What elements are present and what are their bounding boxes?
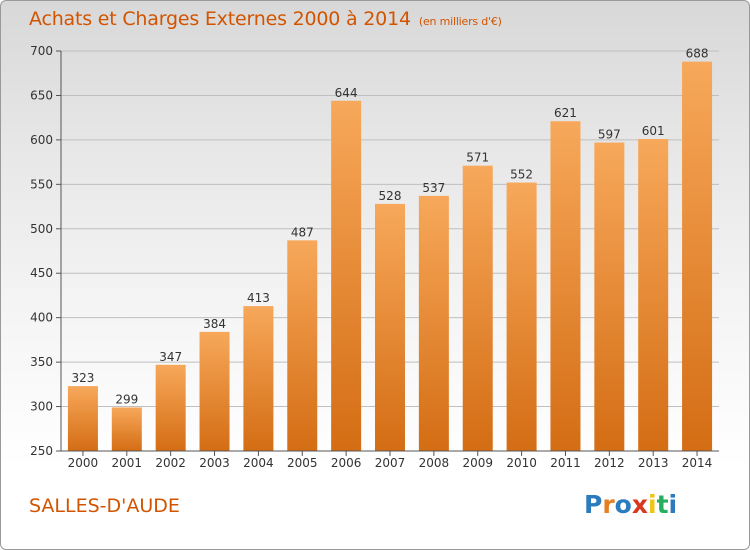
bar (287, 240, 318, 451)
bar (682, 61, 713, 452)
logo-letter: P (584, 490, 603, 519)
y-tick-label: 550 (30, 177, 53, 191)
x-tick-label: 2012 (594, 456, 625, 470)
bar (594, 142, 625, 452)
x-tick-label: 2006 (331, 456, 362, 470)
bar (67, 386, 98, 451)
x-tick-label: 2014 (682, 456, 713, 470)
x-tick-label: 2011 (550, 456, 581, 470)
bars (67, 61, 713, 452)
logo-letter: r (602, 490, 615, 519)
data-label: 347 (159, 350, 182, 364)
x-tick-label: 2005 (287, 456, 318, 470)
y-tick-label: 500 (30, 222, 53, 236)
y-tick-label: 600 (30, 133, 53, 147)
data-label: 601 (642, 124, 665, 138)
logo-letter: i (668, 490, 678, 519)
x-tick-label: 2007 (375, 456, 406, 470)
data-label: 621 (554, 106, 577, 120)
bar (418, 195, 449, 451)
data-label: 537 (422, 181, 445, 195)
data-label: 299 (115, 392, 138, 406)
data-label: 528 (379, 189, 402, 203)
data-label: 644 (335, 86, 358, 100)
y-tick-label: 250 (30, 444, 53, 458)
x-tick-label: 2010 (506, 456, 537, 470)
data-label: 323 (71, 371, 94, 385)
bar (111, 407, 142, 451)
x-tick-label: 2003 (199, 456, 230, 470)
y-tick-label: 300 (30, 400, 53, 414)
bar (506, 182, 537, 452)
y-tick-label: 350 (30, 355, 53, 369)
axes: 250 300 350 400 450 500 550 600 650 700 2000 2001 20… (30, 44, 719, 470)
data-label: 597 (598, 128, 621, 142)
x-tick-label: 2000 (68, 456, 99, 470)
x-tick-label: 2001 (112, 456, 143, 470)
x-tick-label: 2013 (638, 456, 669, 470)
chart-title: Achats et Charges Externes 2000 à 2014 (e… (29, 8, 502, 30)
proxiti-logo[interactable]: Proxiti (584, 490, 677, 519)
bar (375, 203, 405, 451)
chart-subtitle: (en milliers d'€) (418, 15, 502, 28)
logo-letter: x (631, 490, 648, 519)
logo-letter: i (648, 490, 657, 519)
y-tick-label: 450 (30, 266, 53, 280)
x-tick-label: 2009 (462, 456, 493, 470)
bar (199, 331, 230, 451)
data-label: 384 (203, 317, 226, 331)
x-tick-label: 2008 (419, 456, 450, 470)
data-label: 487 (291, 225, 314, 239)
y-tick-label: 400 (30, 311, 53, 325)
x-tick-label: 2002 (155, 456, 186, 470)
bar (550, 121, 581, 451)
data-label: 571 (466, 151, 489, 165)
data-labels: 323 299 347 384 413 487 644 528 537 571 552 621 597 6… (71, 47, 708, 407)
bar (331, 100, 362, 452)
bar (243, 306, 274, 451)
bar (638, 139, 669, 451)
y-tick-label: 700 (30, 44, 53, 58)
bar (155, 364, 186, 451)
logo-letter: t (656, 490, 669, 519)
y-tick-label: 650 (30, 88, 53, 102)
chart-title-text: Achats et Charges Externes 2000 à 2014 (29, 8, 411, 30)
logo-letter: o (614, 490, 632, 519)
bar (462, 165, 493, 451)
data-label: 552 (510, 168, 533, 182)
data-label: 413 (247, 291, 270, 305)
place-name: SALLES-D'AUDE (29, 495, 180, 517)
x-tick-label: 2004 (243, 456, 274, 470)
data-label: 688 (686, 47, 709, 61)
